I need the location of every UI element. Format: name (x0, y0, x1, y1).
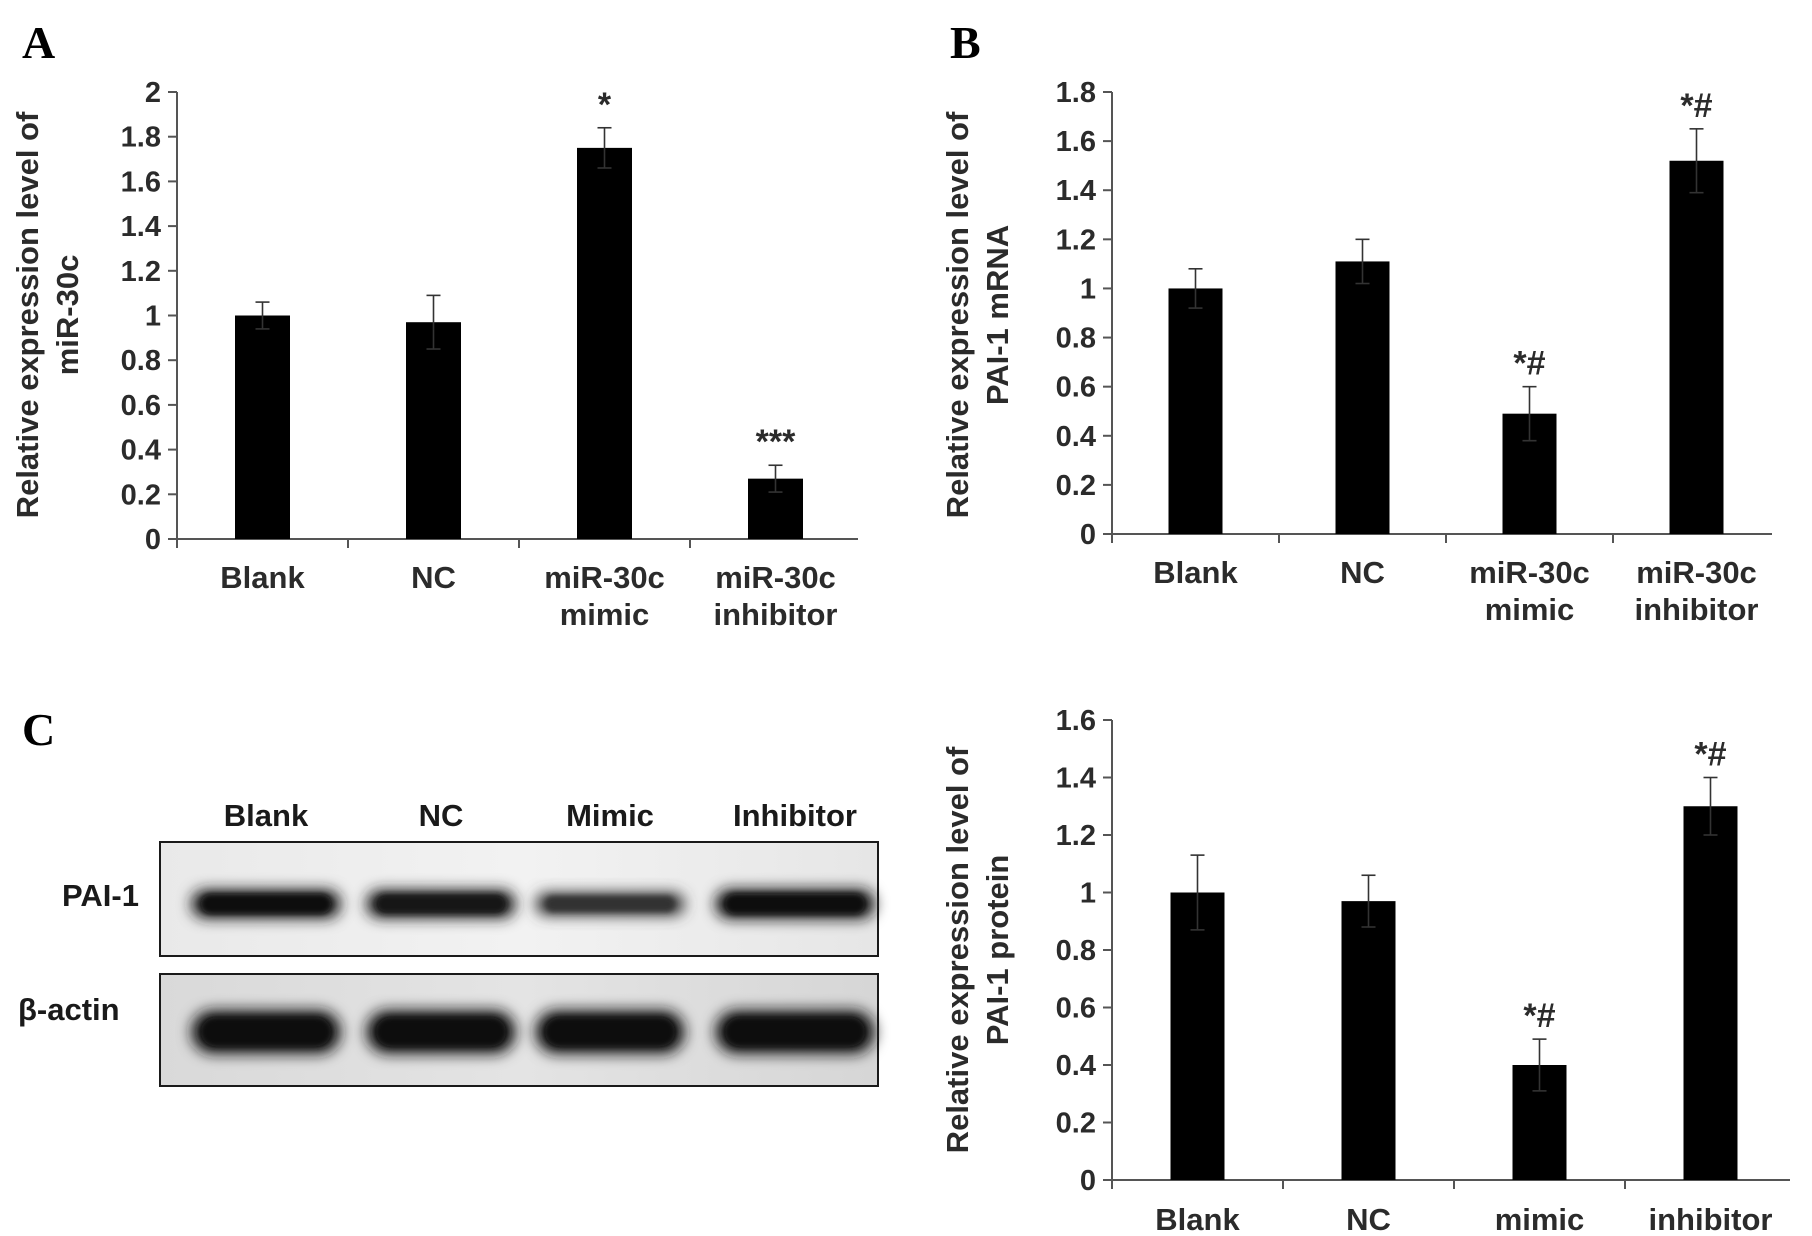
bar-nc (1335, 261, 1390, 534)
x-tick-label: mimic (1485, 592, 1575, 627)
y-tick-label: 0.2 (1056, 470, 1096, 502)
y-tick-label: 1.4 (1056, 763, 1096, 795)
chart-panel-c: 0 0.2 0.4 0.6 0.8 1 1.2 1.4 1.6 Blank NC *# mimic *# i… (940, 705, 1790, 1236)
x-tick-label: Blank (1155, 1202, 1240, 1236)
y-tick-label: 0.8 (121, 345, 161, 377)
bar-blank (1168, 288, 1223, 534)
x-tick-label: mimic (560, 597, 650, 632)
x-tick-label: miR-30c (1469, 555, 1590, 590)
y-tick-label: 1 (1080, 878, 1096, 910)
y-tick-label: 1.8 (1056, 77, 1096, 109)
blot-band-core (201, 894, 331, 914)
x-tick-label: inhibitor (1649, 1202, 1773, 1236)
significance-annotation: * (598, 86, 612, 124)
significance-annotation: *# (1523, 997, 1555, 1035)
bar-blank (235, 315, 290, 539)
significance-annotation: *# (1680, 87, 1712, 125)
blot-band-core (376, 894, 506, 914)
blot-row-label-beta-actin: β-actin (18, 992, 120, 1027)
x-tick-label: inhibitor (1635, 592, 1759, 627)
y-tick-label: 1 (1080, 273, 1096, 305)
y-tick-label: 0 (1080, 1165, 1096, 1197)
y-tick-label: 1.6 (1056, 126, 1096, 158)
blot-band-core (545, 896, 675, 912)
x-tick-label: Blank (220, 560, 305, 595)
y-axis-label: Relative expression level of PAI-1 mRNA (940, 111, 1015, 518)
y-tick-label: 0 (145, 524, 161, 556)
y-tick-label: 2 (145, 77, 161, 109)
significance-annotation: *# (1694, 736, 1726, 774)
y-tick-label: 1.8 (121, 122, 161, 154)
blot-band-core (376, 1017, 506, 1047)
y-tick-label: 1.4 (1056, 175, 1096, 207)
y-tick-label: 0 (1080, 519, 1096, 551)
western-blot: Blank NC Mimic Inhibitor PAI-1 β-actin (18, 798, 879, 1087)
blot-lane-label-mimic: Mimic (566, 798, 654, 833)
panel-label-a: A (22, 17, 55, 68)
blot-band-core (201, 1017, 331, 1047)
y-tick-label: 1.4 (121, 211, 161, 243)
y-tick-label: 1.6 (1056, 705, 1096, 737)
y-tick-label: 0.6 (121, 390, 161, 422)
y-tick-label: 1 (145, 301, 161, 333)
y-tick-label: 0.4 (1056, 1050, 1096, 1082)
y-tick-label: 1.2 (121, 256, 161, 288)
panel-label-c: C (22, 704, 55, 755)
x-tick-label: miR-30c (544, 560, 665, 595)
x-tick-label: Blank (1153, 555, 1238, 590)
panel-label-b: B (950, 17, 981, 68)
x-tick-label: NC (1346, 1202, 1391, 1236)
bar-nc (406, 322, 461, 539)
x-tick-label: mimic (1495, 1202, 1585, 1236)
bar-nc (1341, 901, 1396, 1180)
blot-band-core (545, 1017, 675, 1047)
significance-annotation: *** (756, 423, 796, 461)
y-axis-label: Relative expression level of miR-30c (10, 111, 85, 518)
y-tick-label: 1.2 (1056, 224, 1096, 256)
blot-lane-label-inhibitor: Inhibitor (733, 798, 857, 833)
y-tick-label: 0.4 (1056, 421, 1096, 453)
x-tick-label: miR-30c (715, 560, 836, 595)
blot-band-core (725, 1017, 865, 1047)
y-tick-label: 0.8 (1056, 935, 1096, 967)
y-tick-label: 0.2 (121, 479, 161, 511)
y-axis-label: Relative expression level of PAI-1 protei… (940, 746, 1015, 1153)
y-tick-label: 0.4 (121, 435, 161, 467)
chart-panel-b: 0 0.2 0.4 0.6 0.8 1 1.2 1.4 1.6 1.8 Blank NC *# miR-3… (940, 77, 1772, 627)
y-tick-label: 1.6 (121, 166, 161, 198)
x-tick-label: inhibitor (714, 597, 838, 632)
x-tick-label: NC (1340, 555, 1385, 590)
x-tick-label: NC (411, 560, 456, 595)
blot-row-label-pai1: PAI-1 (62, 878, 139, 913)
bar-inhibitor (1683, 806, 1738, 1180)
bar-mir-30c-inhibitor (1669, 160, 1724, 534)
bar-blank (1170, 892, 1225, 1180)
blot-band-core (725, 894, 865, 914)
y-tick-label: 0.2 (1056, 1108, 1096, 1140)
y-tick-label: 0.8 (1056, 323, 1096, 355)
chart-panel-a: 0 0.2 0.4 0.6 0.8 1 1.2 1.4 1.6 1.8 2 Blank NC * miR-3… (10, 77, 858, 632)
y-tick-label: 0.6 (1056, 372, 1096, 404)
significance-annotation: *# (1513, 345, 1545, 383)
blot-lane-label-blank: Blank (224, 798, 309, 833)
x-tick-label: miR-30c (1636, 555, 1757, 590)
y-tick-label: 1.2 (1056, 820, 1096, 852)
blot-lane-label-nc: NC (419, 798, 464, 833)
y-tick-label: 0.6 (1056, 993, 1096, 1025)
bar-mir-30c-mimic (577, 147, 632, 539)
